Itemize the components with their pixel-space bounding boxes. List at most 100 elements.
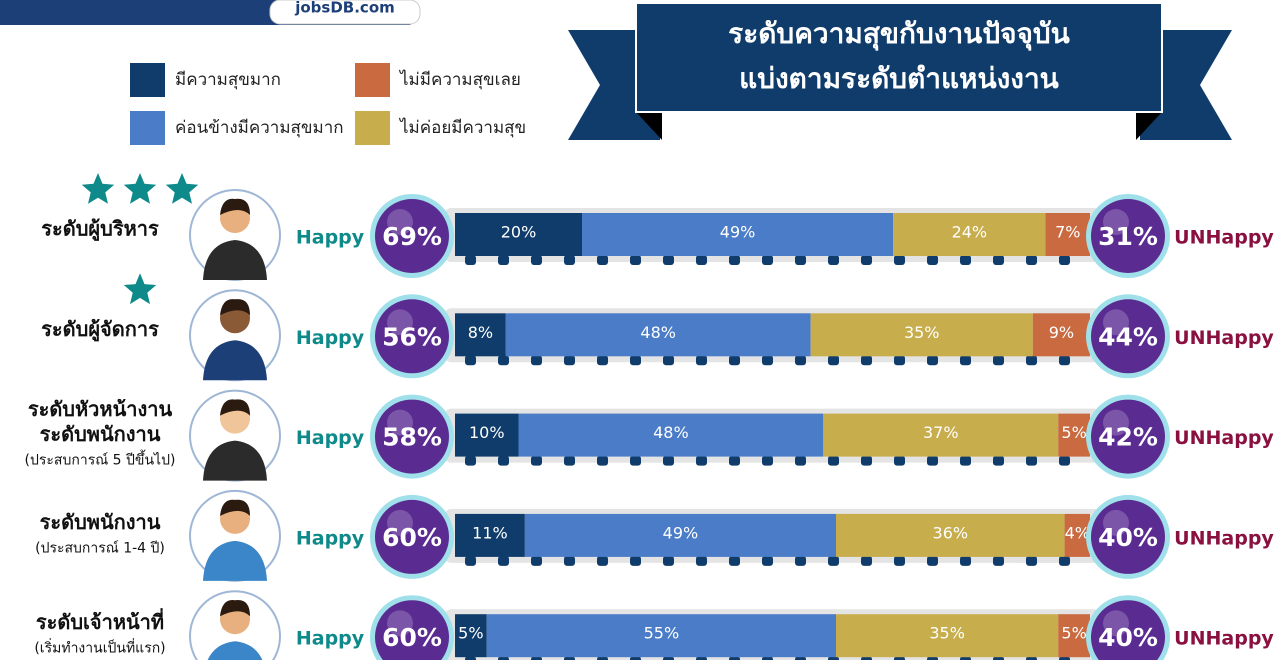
happy-value: 56% [382, 322, 442, 351]
bar-segment [455, 213, 582, 256]
track-dot [696, 355, 707, 366]
avatar-body [203, 340, 267, 381]
track-dot [828, 555, 839, 566]
value-label: 11% [472, 523, 508, 542]
happy-value: 58% [382, 423, 442, 452]
bar-segment [582, 213, 894, 256]
track-dot [960, 455, 971, 466]
value-label: 49% [720, 223, 756, 242]
bar-segment [455, 513, 525, 557]
bar-segment [1032, 313, 1090, 357]
track-dot [894, 555, 905, 566]
track-dot [465, 555, 476, 566]
track-dot [564, 455, 575, 466]
value-label: 5% [1061, 423, 1086, 442]
track-dot [564, 555, 575, 566]
track-dot [498, 255, 509, 265]
track-dot [531, 355, 542, 366]
category-label: ระดับผู้จัดการ [41, 317, 159, 343]
avatar-hair [220, 600, 250, 617]
track-dot [630, 455, 641, 466]
track-dot [696, 455, 707, 466]
track-dot [498, 455, 509, 466]
track-dot [696, 255, 707, 265]
happy-circle [375, 399, 449, 474]
star [123, 273, 157, 305]
track-dot [1026, 355, 1037, 366]
happy-circle [375, 299, 449, 374]
happy-shine [387, 509, 413, 536]
track-dot [795, 355, 806, 366]
category-label: ระดับผู้บริหาร [41, 217, 159, 243]
track-dot [927, 255, 938, 265]
track-dot [1059, 255, 1070, 265]
track-dot [828, 355, 839, 366]
unhappy-label: UNHappy [1174, 527, 1274, 549]
value-label: 24% [952, 223, 988, 242]
category-note: (ประสบการณ์ 5 ปีขึ้นไป) [25, 450, 176, 469]
track-dot [729, 255, 740, 265]
legend-swatch [355, 111, 390, 145]
unhappy-value: 44% [1098, 322, 1158, 351]
happy-label: Happy [296, 427, 365, 449]
logo: jobsDB.com [294, 0, 395, 17]
track-dot [597, 555, 608, 566]
track-dot [1026, 255, 1037, 265]
ribbon-fold [636, 112, 1162, 140]
track-dot [993, 555, 1004, 566]
value-label: 48% [640, 323, 676, 342]
unhappy-value: 31% [1098, 222, 1158, 251]
track-dot [927, 555, 938, 566]
track-dot [927, 455, 938, 466]
value-label: 48% [653, 423, 689, 442]
bar-segment [455, 313, 506, 357]
track-dot [663, 355, 674, 366]
title-banner [635, 2, 1163, 113]
avatar-hair [220, 198, 250, 215]
happy-circle [375, 600, 449, 664]
avatar-body [203, 240, 267, 280]
bar-segment [524, 513, 836, 557]
avatar-hair [220, 399, 250, 416]
avatar-body [203, 440, 267, 481]
track-dot [762, 255, 773, 265]
track-dot [597, 455, 608, 466]
category-note: (ประสบการณ์ 1-4 ปี) [35, 539, 165, 556]
happy-circle [375, 499, 449, 574]
legend-label: ไม่มีความสุขเลย [398, 69, 521, 90]
happy-shine [387, 409, 413, 436]
category-label: ระดับพนักงาน [40, 422, 161, 446]
track-dot [993, 455, 1004, 466]
bar-segment [893, 213, 1046, 256]
legend-swatch [130, 111, 165, 145]
value-label: 35% [929, 624, 965, 643]
track-dot [729, 555, 740, 566]
track-dot [729, 355, 740, 366]
unhappy-circle [1091, 600, 1165, 664]
bar-segment [836, 513, 1065, 557]
track-dot [729, 455, 740, 466]
track-dot [663, 255, 674, 265]
unhappy-shine [1103, 209, 1129, 235]
bar-segment [455, 413, 519, 457]
happy-shine [387, 209, 413, 235]
legend-swatch [355, 63, 390, 97]
track-dot [927, 355, 938, 366]
track-dot [762, 455, 773, 466]
happy-label: Happy [296, 227, 365, 249]
happy-label: Happy [296, 527, 365, 549]
logo-box [269, 0, 421, 25]
category-label: ระดับพนักงาน [40, 510, 161, 534]
unhappy-label: UNHappy [1174, 628, 1274, 650]
unhappy-value: 42% [1098, 423, 1158, 452]
avatar-hair [220, 499, 250, 516]
track-dot [993, 355, 1004, 366]
star [81, 173, 115, 204]
track-dot [861, 555, 872, 566]
value-label: 36% [933, 523, 969, 542]
track-dot [1026, 555, 1037, 566]
track-dot [1059, 555, 1070, 566]
avatar-body [203, 540, 267, 581]
unhappy-shine [1103, 309, 1129, 336]
